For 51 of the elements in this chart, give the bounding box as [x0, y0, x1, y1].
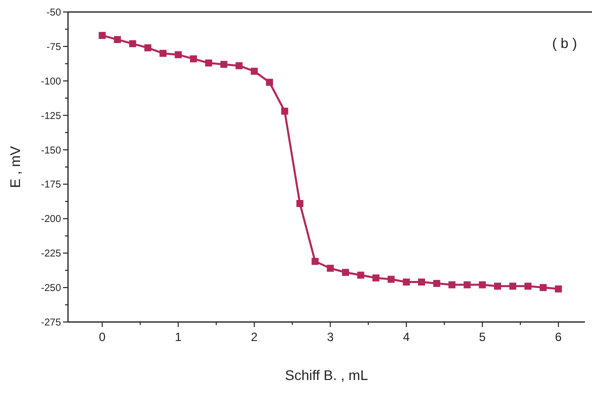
point: [98, 32, 106, 39]
y-tick-label: -225: [40, 248, 62, 260]
point: [236, 62, 243, 70]
point: [357, 272, 364, 279]
point: [281, 108, 288, 115]
y-tick-label: -175: [40, 180, 62, 191]
y-tick-label: -150: [40, 145, 62, 156]
point: [494, 282, 502, 290]
point: [144, 44, 152, 52]
point: [554, 285, 562, 292]
point: [540, 284, 547, 292]
y-tick-label: -75: [46, 42, 62, 53]
annotation: ( b ): [552, 35, 577, 51]
point: [433, 280, 440, 287]
point: [464, 281, 471, 288]
point: [509, 282, 516, 290]
x-tick-label: 4: [402, 330, 410, 344]
y-tick-label: -200: [40, 214, 62, 226]
point: [524, 282, 532, 290]
point: [220, 60, 228, 68]
point: [174, 51, 182, 58]
x-axis-title: Schiff B. , mL: [285, 367, 368, 383]
x-tick-label: 5: [479, 330, 486, 344]
point: [190, 55, 197, 62]
point: [402, 278, 410, 286]
point: [266, 78, 273, 86]
point: [326, 264, 334, 272]
point: [205, 59, 212, 66]
point: [342, 268, 350, 276]
y-axis-title: E , mV: [7, 145, 23, 188]
point: [448, 281, 456, 288]
x-tick-label: 3: [326, 330, 334, 344]
y-tick-label: -125: [40, 110, 62, 122]
point: [129, 40, 136, 48]
point: [296, 200, 304, 208]
point: [160, 50, 167, 57]
y-tick-label: -275: [40, 318, 62, 328]
point: [478, 281, 486, 288]
point: [114, 36, 121, 44]
x-tick-label: 6: [555, 330, 562, 344]
point: [372, 274, 380, 282]
x-tick-label: 0: [98, 330, 106, 344]
x-tick-label: 1: [174, 330, 182, 344]
point: [388, 276, 395, 283]
point: [250, 68, 258, 75]
point: [312, 258, 319, 265]
y-tick-label: -100: [40, 76, 62, 88]
y-tick-label: -50: [46, 8, 62, 18]
point: [418, 278, 426, 286]
x-tick-label: 2: [250, 330, 258, 344]
y-tick-label: -250: [40, 283, 62, 294]
